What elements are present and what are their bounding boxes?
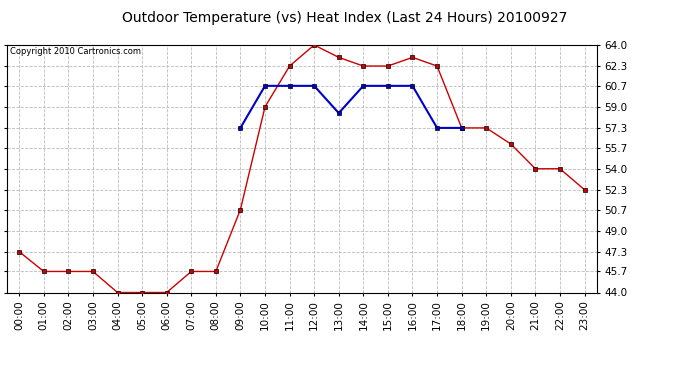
Text: Outdoor Temperature (vs) Heat Index (Last 24 Hours) 20100927: Outdoor Temperature (vs) Heat Index (Las… [122,11,568,25]
Text: Copyright 2010 Cartronics.com: Copyright 2010 Cartronics.com [10,48,141,57]
